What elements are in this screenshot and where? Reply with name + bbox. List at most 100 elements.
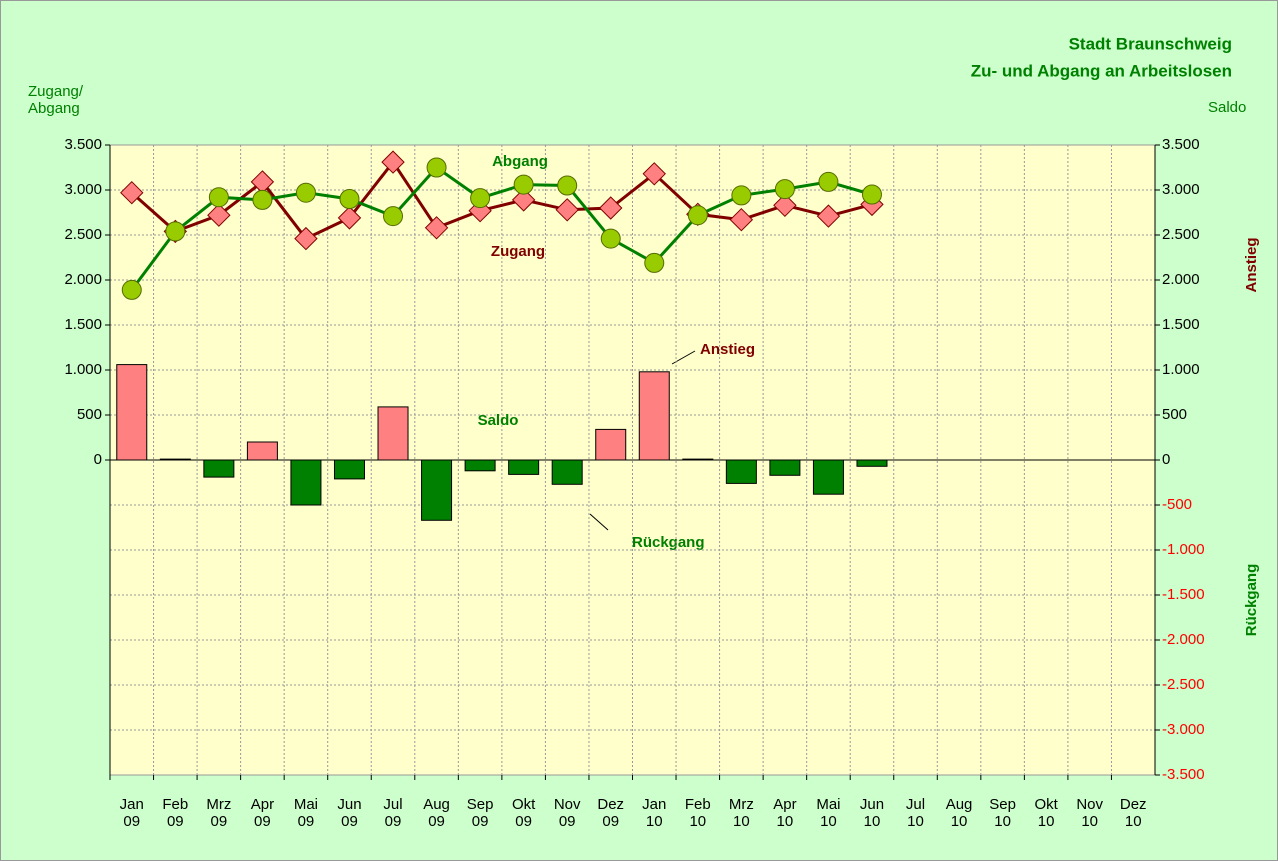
x-tick-label: Aug 09 [423,796,450,830]
y2-tick-label: -1.500 [1162,586,1205,603]
x-tick-label: Nov 10 [1076,796,1103,830]
x-tick-label: Jul 09 [383,796,402,830]
y2-axis-label: Saldo [1208,99,1246,116]
x-tick-label: Jun 10 [860,796,884,830]
bar [116,364,148,461]
x-tick-label: Dez 10 [1120,796,1147,830]
marker [207,203,231,227]
bar [638,371,670,461]
y-tick-label: 500 [77,406,102,423]
x-tick-label: Apr 10 [773,796,796,830]
marker [861,184,882,205]
x-tick-label: Aug 10 [946,796,973,830]
y-tick-label: 1.500 [64,316,102,333]
y2-tick-label: -3.000 [1162,721,1205,738]
marker [383,206,404,227]
marker [339,189,360,209]
x-tick-label: Okt 10 [1034,796,1058,830]
marker [165,221,186,242]
marker [337,206,362,230]
y-tick-label: 2.000 [64,271,102,288]
marker [295,182,316,203]
side-label: Anstieg [1243,237,1260,292]
bar [159,458,191,461]
marker [208,187,229,208]
y2-tick-label: 3.500 [1162,136,1200,153]
bar [595,428,627,461]
bar [682,458,714,461]
x-tick-label: Nov 09 [554,796,581,830]
y2-tick-label: 500 [1162,406,1187,423]
bar [333,459,365,480]
x-tick-label: Jan 10 [642,796,666,830]
x-tick-label: Feb 10 [685,796,711,830]
y2-tick-label: -500 [1162,496,1192,513]
marker [600,228,621,249]
marker [120,180,144,205]
marker [513,174,534,195]
x-tick-label: Apr 09 [251,796,274,830]
y2-tick-label: 2.500 [1162,226,1200,243]
marker [511,188,536,212]
bar [421,459,453,521]
series-label: Abgang [492,153,548,170]
y2-tick-label: 0 [1162,451,1170,468]
y-axis-label: Zugang/Abgang [28,83,84,117]
marker [121,279,142,300]
marker [294,226,318,251]
leader-line [589,513,609,531]
bar [856,459,888,467]
x-tick-label: Mai 10 [816,796,840,830]
x-tick-label: Mrz 10 [729,796,754,830]
marker [773,193,797,218]
x-tick-label: Sep 10 [989,796,1016,830]
marker [599,196,623,220]
annotation: Rückgang [632,534,705,551]
y2-tick-label: -2.500 [1162,676,1205,693]
marker [642,162,666,186]
chart-title: Stadt Braunschweig [1069,34,1232,53]
y-tick-label: 3.500 [64,136,102,153]
marker [687,205,708,226]
y-tick-label: 3.000 [64,181,102,198]
side-label: Rückgang [1243,564,1260,637]
x-tick-label: Feb 09 [162,796,188,830]
marker [426,157,447,178]
marker [731,185,752,206]
bar [203,459,235,478]
y-tick-label: 2.500 [64,226,102,243]
y2-tick-label: -3.500 [1162,766,1205,783]
marker [816,204,841,228]
bar [508,459,540,475]
x-tick-label: Mrz 09 [206,796,231,830]
y-tick-label: 1.000 [64,361,102,378]
marker [729,207,754,232]
marker [555,198,579,222]
bar [725,459,757,484]
x-tick-label: Jan 09 [120,796,144,830]
y2-tick-label: 1.000 [1162,361,1200,378]
marker [557,175,578,196]
bar [769,459,801,476]
annotation: Anstieg [700,341,755,358]
y2-tick-label: -1.000 [1162,541,1205,558]
bar [290,459,322,506]
y2-tick-label: 3.000 [1162,181,1200,198]
y-tick-label: 0 [94,451,102,468]
series-label: Zugang [491,243,545,260]
x-tick-label: Jun 09 [337,796,361,830]
marker [470,188,491,209]
chart-subtitle: Zu- und Abgang an Arbeitslosen [971,61,1232,80]
x-tick-label: Dez 09 [597,796,624,830]
marker [644,252,665,273]
bar [551,459,583,485]
marker [774,179,795,200]
marker [381,150,405,174]
x-tick-label: Mai 09 [294,796,318,830]
bar [377,406,409,461]
y2-tick-label: -2.000 [1162,631,1205,648]
y2-tick-label: 1.500 [1162,316,1200,333]
bar [246,441,278,461]
bar [464,459,496,472]
